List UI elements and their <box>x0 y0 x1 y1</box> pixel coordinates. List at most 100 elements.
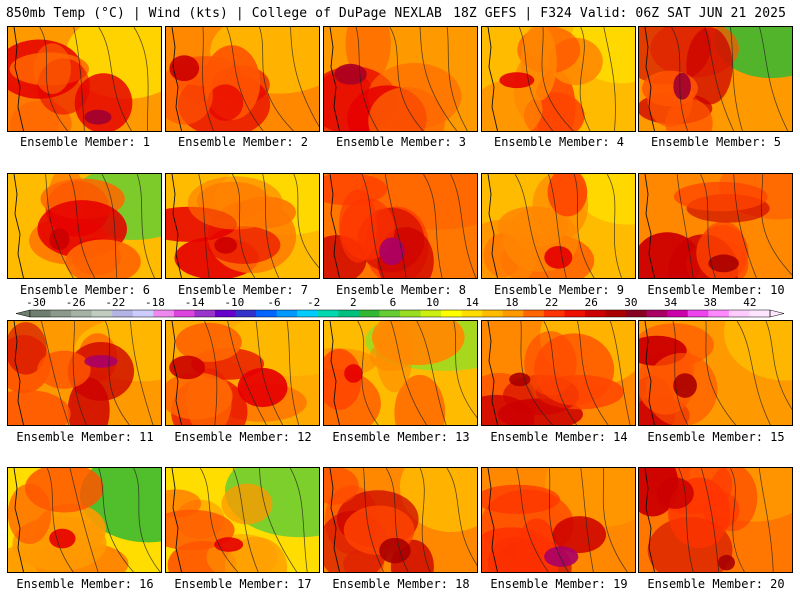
temperature-colorbar <box>15 309 785 318</box>
ensemble-member-map <box>165 467 320 573</box>
ensemble-member-map <box>481 467 636 573</box>
colorbar-segment <box>708 310 730 317</box>
colorbar-segment <box>276 310 298 317</box>
colorbar-tick-label: -30 <box>26 296 46 309</box>
ensemble-member-label: Ensemble Member: 15 <box>647 430 785 444</box>
ensemble-member-label: Ensemble Member: 20 <box>647 577 785 591</box>
colorbar-segment <box>749 310 771 317</box>
ensemble-member-map <box>7 467 162 573</box>
colorbar-min-arrow <box>15 309 31 318</box>
colorbar-tick-label: 38 <box>703 296 717 309</box>
colorbar-tick-label: -2 <box>307 296 321 309</box>
ensemble-member-map <box>323 320 478 426</box>
ensemble-member-label: Ensemble Member: 8 <box>335 283 467 297</box>
ensemble-member-map <box>165 173 320 279</box>
colorbar-tick-label: 2 <box>349 296 357 309</box>
temperature-field <box>166 27 319 131</box>
ensemble-member-label: Ensemble Member: 16 <box>16 577 154 591</box>
temperature-field <box>324 321 477 425</box>
temperature-field <box>482 468 635 572</box>
temperature-field <box>639 468 792 572</box>
temperature-field <box>8 468 161 572</box>
colorbar-tick-label: -6 <box>267 296 281 309</box>
ensemble-member-map <box>481 320 636 426</box>
colorbar-segment <box>605 310 627 317</box>
colorbar-segment <box>173 310 195 317</box>
temperature-field <box>8 27 161 131</box>
colorbar-segment <box>91 310 113 317</box>
colorbar-tick-label: 42 <box>743 296 757 309</box>
colorbar-tick-label: -14 <box>184 296 205 309</box>
temperature-field <box>639 321 792 425</box>
ensemble-member-label: Ensemble Member: 17 <box>174 577 312 591</box>
ensemble-member-label: Ensemble Member: 3 <box>335 135 467 149</box>
colorbar-tick-label: -26 <box>65 296 86 309</box>
ensemble-member-label: Ensemble Member: 5 <box>650 135 782 149</box>
header-right-title: 18Z GEFS | F324 Valid: 06Z SAT JUN 21 20… <box>453 6 786 21</box>
ensemble-member-map <box>7 26 162 132</box>
ensemble-member-label: Ensemble Member: 13 <box>332 430 470 444</box>
temperature-field <box>324 27 477 131</box>
ensemble-member-label: Ensemble Member: 18 <box>332 577 470 591</box>
temperature-field <box>482 174 635 278</box>
ensemble-member-label: Ensemble Member: 2 <box>177 135 309 149</box>
temperature-field <box>324 468 477 572</box>
colorbar-tick-label: 6 <box>389 296 397 309</box>
temperature-field <box>166 468 319 572</box>
temperature-field <box>482 321 635 425</box>
ensemble-member-map <box>7 173 162 279</box>
colorbar-segment <box>502 310 524 317</box>
colorbar-segment <box>235 310 257 317</box>
colorbar-segment <box>461 310 483 317</box>
colorbar-tick-label: -22 <box>105 296 126 309</box>
colorbar-segment <box>379 310 401 317</box>
colorbar-tick-label: 26 <box>584 296 598 309</box>
colorbar-segment <box>71 310 93 317</box>
colorbar-segment <box>132 310 154 317</box>
colorbar-segment <box>482 310 504 317</box>
colorbar-segment <box>112 310 134 317</box>
ensemble-member-label: Ensemble Member: 11 <box>16 430 154 444</box>
ensemble-member-label: Ensemble Member: 14 <box>490 430 628 444</box>
colorbar-tick-label: 18 <box>505 296 519 309</box>
ensemble-member-label: Ensemble Member: 7 <box>177 283 309 297</box>
colorbar-segment <box>441 310 463 317</box>
temperature-field <box>639 174 792 278</box>
colorbar-segment <box>317 310 339 317</box>
ensemble-member-map <box>481 26 636 132</box>
colorbar-segment <box>400 310 422 317</box>
colorbar-segment <box>728 310 750 317</box>
colorbar-segment <box>256 310 278 317</box>
ensemble-member-map <box>638 320 793 426</box>
ensemble-member-map <box>638 26 793 132</box>
colorbar-segment <box>523 310 545 317</box>
colorbar-segment <box>50 310 72 317</box>
colorbar-segment <box>667 310 689 317</box>
temperature-field <box>482 27 635 131</box>
colorbar-segment <box>585 310 607 317</box>
colorbar-segment <box>646 310 668 317</box>
temperature-field <box>324 174 477 278</box>
colorbar-tick-label: -10 <box>224 296 245 309</box>
temperature-field <box>639 27 792 131</box>
ensemble-member-map <box>7 320 162 426</box>
colorbar-segment <box>626 310 648 317</box>
colorbar-segment <box>194 310 216 317</box>
ensemble-member-map <box>165 26 320 132</box>
temperature-field <box>166 321 319 425</box>
colorbar-tick-label: 22 <box>544 296 559 309</box>
ensemble-member-label: Ensemble Member: 12 <box>174 430 312 444</box>
colorbar-segment <box>297 310 319 317</box>
colorbar-segment <box>30 310 52 317</box>
colorbar-max-arrow <box>769 309 785 318</box>
ensemble-member-map <box>323 173 478 279</box>
ensemble-member-map <box>638 467 793 573</box>
temperature-field <box>166 174 319 278</box>
colorbar-tick-label: 14 <box>465 296 479 309</box>
ensemble-member-label: Ensemble Member: 19 <box>490 577 628 591</box>
ensemble-member-label: Ensemble Member: 10 <box>647 283 785 297</box>
ensemble-member-label: Ensemble Member: 6 <box>19 283 151 297</box>
colorbar-segment <box>358 310 380 317</box>
colorbar-segment <box>420 310 442 317</box>
colorbar-segment <box>215 310 237 317</box>
